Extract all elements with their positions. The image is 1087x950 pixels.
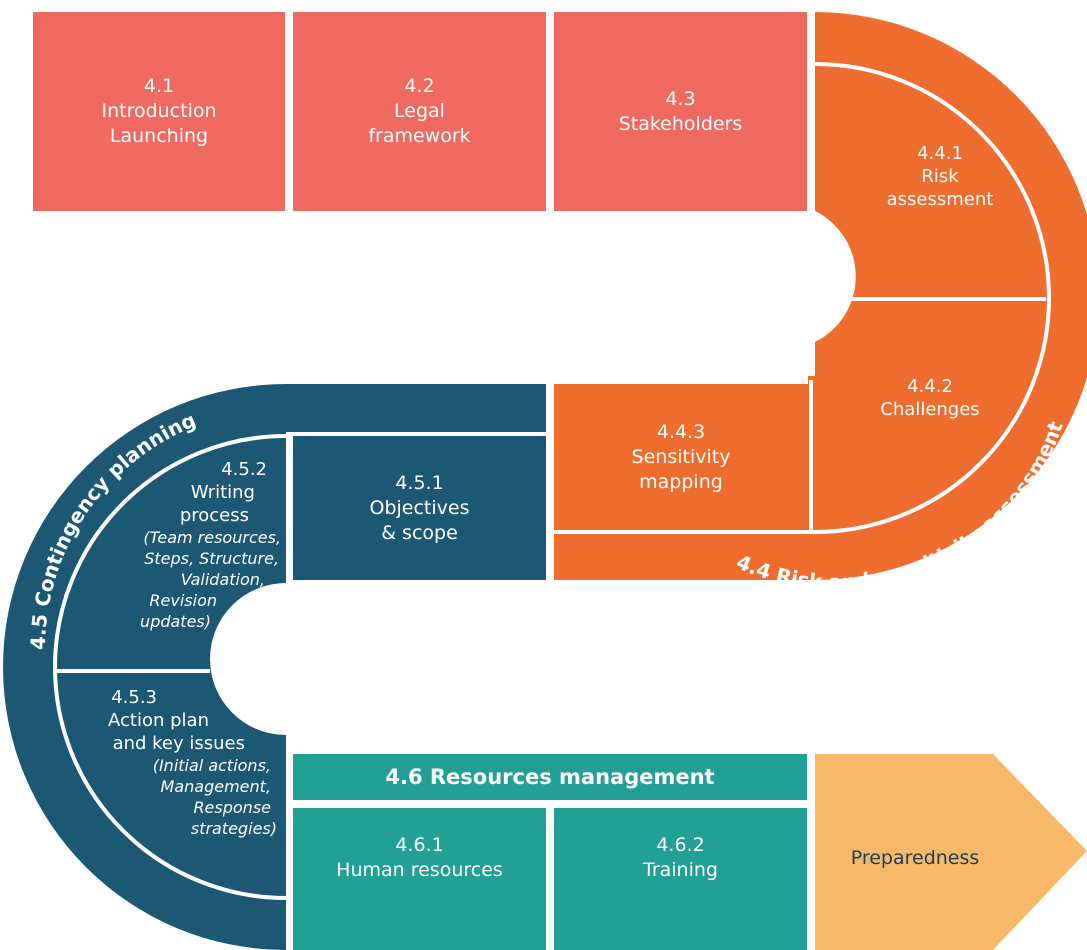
block-4-3: 4.3 Stakeholders — [554, 12, 807, 211]
block-4-5-3: 4.5.3 Action plan and key issues (Initia… — [66, 686, 281, 839]
block-number: 4.6.2 — [656, 834, 705, 856]
block-label: Human resources — [336, 859, 503, 881]
block-label: framework — [368, 125, 471, 147]
block-label: Writing — [190, 482, 255, 503]
risk-arc-shape — [554, 12, 1087, 580]
contingency-arc-separator — [53, 434, 287, 900]
block-label: Risk — [921, 166, 959, 187]
block-detail: Revision — [149, 591, 217, 610]
block-label: Launching — [109, 125, 209, 147]
block-4-4-3: 4.4.3 Sensitivity mapping — [554, 384, 808, 530]
block-detail: (Initial actions, — [152, 756, 271, 775]
block-label: Introduction — [101, 100, 217, 122]
block-4-6-2: 4.6.2 Training — [554, 808, 807, 908]
block-4-3-shape — [554, 12, 807, 211]
block-4-5-2: 4.5.2 Writing process (Team resources, S… — [95, 458, 285, 632]
block-detail: strategies) — [190, 819, 277, 838]
preparedness-arrow-shape — [815, 754, 1087, 950]
block-4-6-2-shape — [554, 808, 807, 950]
block-4-4-1: 4.4.1 Risk assessment — [850, 142, 1030, 211]
block-label: process — [179, 505, 249, 526]
block-4-5-1: 4.5.1 Objectives & scope — [293, 436, 546, 580]
block-label: mapping — [639, 470, 723, 493]
block-detail: Management, — [160, 777, 271, 796]
block-detail: Validation, — [180, 570, 265, 589]
block-label: Legal — [394, 100, 445, 122]
block-4-1: 4.1 Introduction Launching — [33, 12, 285, 211]
block-number: 4.1 — [143, 75, 175, 97]
block-label: & scope — [381, 521, 458, 544]
block-4-6-1-shape — [293, 808, 546, 950]
block-detail: Steps, Structure, — [144, 549, 279, 568]
preparedness-text: Preparedness — [850, 846, 980, 869]
block-label: Sensitivity — [631, 445, 731, 468]
block-number: 4.2 — [404, 75, 435, 97]
resources-section-title: 4.6 Resources management — [293, 754, 807, 800]
block-label: Stakeholders — [618, 112, 743, 135]
block-4-4-2: 4.4.2 Challenges — [820, 375, 1040, 421]
resources-banner-shape — [293, 754, 807, 800]
block-number: 4.3 — [665, 87, 696, 110]
block-detail: updates) — [140, 612, 211, 631]
block-detail: (Team resources, — [143, 528, 281, 547]
preparedness-label: Preparedness — [815, 808, 1015, 908]
risk-arc-separator-outer — [814, 62, 1051, 534]
block-4-2-shape — [293, 12, 546, 211]
block-number: 4.6.1 — [395, 834, 444, 856]
block-number: 4.5.3 — [111, 687, 157, 708]
block-label: Training — [643, 859, 718, 881]
block-4-1-shape — [33, 12, 285, 211]
block-number: 4.4.3 — [656, 420, 706, 443]
block-4-6-1: 4.6.1 Human resources — [293, 808, 546, 908]
resources-title-text: 4.6 Resources management — [385, 765, 715, 789]
block-number: 4.4.1 — [917, 143, 963, 164]
block-number: 4.4.2 — [907, 376, 953, 397]
block-label: assessment — [886, 189, 994, 210]
block-label: Objectives — [369, 496, 470, 519]
block-4-2: 4.2 Legal framework — [293, 12, 546, 211]
block-label: and key issues — [112, 733, 245, 754]
block-label: Challenges — [880, 399, 980, 420]
block-number: 4.5.2 — [221, 459, 267, 480]
block-label: Action plan — [108, 710, 209, 731]
block-number: 4.5.1 — [395, 471, 444, 494]
contingency-arc-shape — [3, 384, 546, 950]
block-detail: Response — [193, 798, 271, 817]
